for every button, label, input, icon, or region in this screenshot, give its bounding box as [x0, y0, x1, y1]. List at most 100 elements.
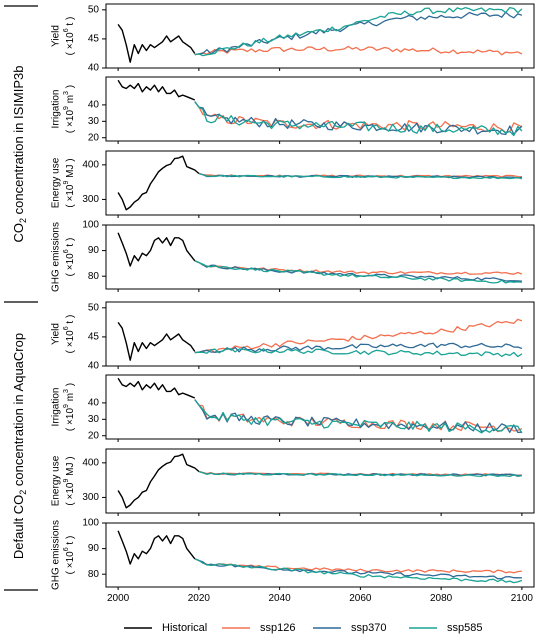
- y-axis-label: Yield: [51, 25, 62, 47]
- series-line-ssp585: [194, 558, 523, 584]
- legend-item-ssp585: ssp585: [409, 622, 482, 634]
- group-label-0: CO2 concentration in ISIMIP3b: [11, 66, 28, 243]
- y-tick-label: 400: [82, 159, 99, 170]
- y-axis-unit: ( ×109 MJ ): [63, 158, 76, 207]
- panel-frame: [105, 150, 535, 216]
- y-tick-label: 90: [88, 245, 100, 256]
- series-line-ssp126: [194, 260, 523, 275]
- legend-label: ssp126: [260, 622, 295, 634]
- panel-5: 20 30 40 Irrigation( ×109 m3 ): [51, 374, 535, 442]
- y-axis-unit: ( ×106 t ): [63, 536, 76, 575]
- y-axis-label: GHG emissions: [51, 222, 62, 292]
- series-line-ssp585: [194, 260, 522, 284]
- series-line-ssp126: [194, 558, 522, 574]
- y-axis-unit: ( ×109 MJ ): [63, 456, 76, 505]
- legend-label: ssp585: [447, 622, 482, 634]
- panel-3: 80 90 100 GHG emissions( ×106 t ): [51, 220, 535, 292]
- panel-4: 40 45 50 Yield( ×106 t ): [51, 301, 535, 372]
- series-line-historical: [117, 530, 196, 565]
- x-axis: 2000 2020 2040 2060 2080 2100: [107, 593, 533, 604]
- panel-frame: [105, 448, 535, 514]
- y-tick-label: 30: [88, 414, 100, 425]
- panel-frame: [105, 301, 535, 367]
- panel-frame: [105, 522, 535, 588]
- series-line-ssp370: [194, 11, 523, 56]
- group-label-1: Default CO2 concentration in AquaCrop: [11, 333, 28, 559]
- series-line-ssp585: [198, 172, 523, 180]
- y-tick-label: 45: [88, 34, 100, 45]
- x-tick-label: 2080: [430, 593, 453, 604]
- panel-frame: [105, 374, 535, 440]
- series-line-ssp585: [194, 6, 523, 57]
- y-axis-label: Irrigation: [51, 90, 62, 129]
- y-tick-label: 80: [88, 569, 100, 580]
- series-line-ssp585: [194, 101, 523, 137]
- series-line-historical: [117, 79, 196, 101]
- y-tick-label: 40: [88, 398, 100, 409]
- y-tick-label: 50: [88, 302, 100, 313]
- y-axis-unit: ( ×106 t ): [63, 17, 76, 56]
- y-axis-label: Yield: [51, 323, 62, 345]
- legend-label: ssp370: [351, 622, 386, 634]
- series-line-historical: [117, 321, 196, 361]
- y-tick-label: 100: [82, 220, 99, 231]
- series-line-ssp585: [198, 470, 523, 478]
- series-line-historical: [117, 23, 196, 63]
- legend-item-historical: Historical: [124, 622, 207, 634]
- x-tick-label: 2000: [107, 593, 130, 604]
- x-tick-label: 2020: [188, 593, 211, 604]
- series-line-ssp585: [194, 399, 523, 434]
- series-line-ssp126: [194, 45, 523, 56]
- legend: Historical ssp126 ssp370 ssp585: [124, 622, 482, 634]
- y-axis-unit: ( ×109 m3 ): [63, 85, 76, 133]
- panel-1: 20 30 40 Irrigation( ×109 m3 ): [51, 76, 535, 144]
- series-line-historical: [117, 232, 196, 267]
- y-tick-label: 40: [88, 361, 100, 372]
- y-tick-label: 50: [88, 4, 100, 15]
- series-line-ssp370: [194, 342, 523, 354]
- y-tick-label: 20: [88, 132, 100, 143]
- y-tick-label: 300: [82, 194, 99, 205]
- y-tick-label: 90: [88, 543, 100, 554]
- y-axis-unit: ( ×109 m3 ): [63, 383, 76, 431]
- series-line-historical: [117, 155, 200, 211]
- series-line-historical: [117, 377, 196, 399]
- legend-label: Historical: [162, 622, 207, 634]
- panel-0: 40 45 50 Yield( ×106 t ): [51, 3, 535, 74]
- x-tick-label: 2100: [511, 593, 534, 604]
- series-line-ssp370: [194, 558, 522, 580]
- series-line-ssp126: [194, 318, 523, 354]
- x-tick-label: 2040: [268, 593, 291, 604]
- y-tick-label: 40: [88, 100, 100, 111]
- y-axis-unit: ( ×106 t ): [63, 315, 76, 354]
- y-tick-label: 80: [88, 271, 100, 282]
- y-tick-label: 20: [88, 430, 100, 441]
- y-tick-label: 100: [82, 518, 99, 529]
- panel-frame: [105, 3, 535, 69]
- series-line-ssp370: [194, 399, 522, 434]
- y-axis-label: Energy use: [51, 455, 62, 506]
- y-tick-label: 30: [88, 116, 100, 127]
- y-tick-label: 400: [82, 457, 99, 468]
- series-line-ssp370: [194, 101, 523, 136]
- series-line-ssp585: [194, 348, 523, 358]
- series-line-ssp370: [194, 260, 522, 282]
- panel-2: 300 400 Energy use( ×109 MJ ): [51, 150, 535, 218]
- panel-7: 80 90 100 GHG emissions( ×106 t ): [51, 518, 535, 590]
- series-line-ssp126: [194, 101, 523, 134]
- y-axis-unit: ( ×106 t ): [63, 238, 76, 277]
- panel-frame: [105, 76, 535, 142]
- legend-item-ssp370: ssp370: [313, 622, 386, 634]
- legend-item-ssp126: ssp126: [222, 622, 295, 634]
- series-line-historical: [117, 453, 200, 509]
- y-tick-label: 45: [88, 332, 100, 343]
- series-line-ssp126: [194, 399, 523, 433]
- x-tick-label: 2060: [349, 593, 372, 604]
- y-axis-label: Irrigation: [51, 388, 62, 427]
- y-axis-label: Energy use: [51, 157, 62, 208]
- y-tick-label: 40: [88, 63, 100, 74]
- group-labels: CO2 concentration in ISIMIP3b Default CO2…: [4, 5, 38, 591]
- y-axis-label: GHG emissions: [51, 520, 62, 590]
